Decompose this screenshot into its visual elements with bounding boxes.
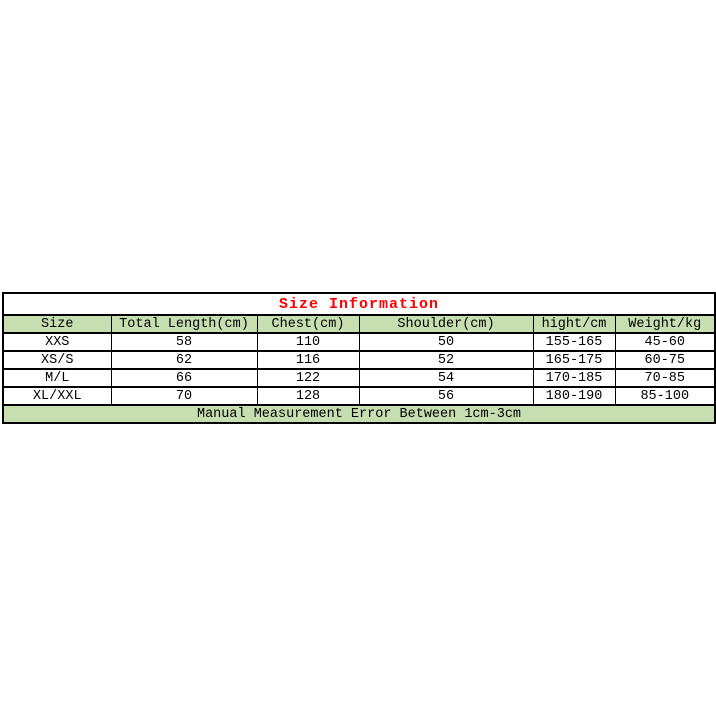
- cell-chest: 122: [256, 368, 360, 388]
- table-row: XXS 58 110 50 155-165 45-60: [2, 332, 716, 352]
- column-header-height: hight/cm: [532, 314, 616, 334]
- size-information-table: Size Information Size Total Length(cm) C…: [2, 292, 716, 424]
- cell-weight: 45-60: [614, 332, 716, 352]
- cell-shoulder: 50: [358, 332, 534, 352]
- cell-height: 155-165: [532, 332, 616, 352]
- cell-shoulder: 56: [358, 386, 534, 406]
- table-footer-row: Manual Measurement Error Between 1cm-3cm: [2, 404, 716, 424]
- cell-height: 170-185: [532, 368, 616, 388]
- cell-chest: 128: [256, 386, 360, 406]
- table-row: XS/S 62 116 52 165-175 60-75: [2, 350, 716, 370]
- column-header-size: Size: [2, 314, 112, 334]
- cell-weight: 60-75: [614, 350, 716, 370]
- cell-weight: 70-85: [614, 368, 716, 388]
- cell-shoulder: 52: [358, 350, 534, 370]
- table-title-row: Size Information: [2, 292, 716, 316]
- table-row: XL/XXL 70 128 56 180-190 85-100: [2, 386, 716, 406]
- cell-total-length: 70: [110, 386, 258, 406]
- cell-size: XS/S: [2, 350, 112, 370]
- cell-chest: 110: [256, 332, 360, 352]
- cell-height: 165-175: [532, 350, 616, 370]
- column-header-total-length: Total Length(cm): [110, 314, 258, 334]
- cell-weight: 85-100: [614, 386, 716, 406]
- cell-total-length: 62: [110, 350, 258, 370]
- measurement-error-note: Manual Measurement Error Between 1cm-3cm: [2, 404, 716, 424]
- cell-total-length: 58: [110, 332, 258, 352]
- cell-size: M/L: [2, 368, 112, 388]
- cell-size: XL/XXL: [2, 386, 112, 406]
- cell-size: XXS: [2, 332, 112, 352]
- cell-height: 180-190: [532, 386, 616, 406]
- column-header-weight: Weight/kg: [614, 314, 716, 334]
- cell-shoulder: 54: [358, 368, 534, 388]
- table-header-row: Size Total Length(cm) Chest(cm) Shoulder…: [2, 314, 716, 334]
- column-header-chest: Chest(cm): [256, 314, 360, 334]
- column-header-shoulder: Shoulder(cm): [358, 314, 534, 334]
- table-title: Size Information: [2, 292, 716, 316]
- cell-chest: 116: [256, 350, 360, 370]
- table-row: M/L 66 122 54 170-185 70-85: [2, 368, 716, 388]
- cell-total-length: 66: [110, 368, 258, 388]
